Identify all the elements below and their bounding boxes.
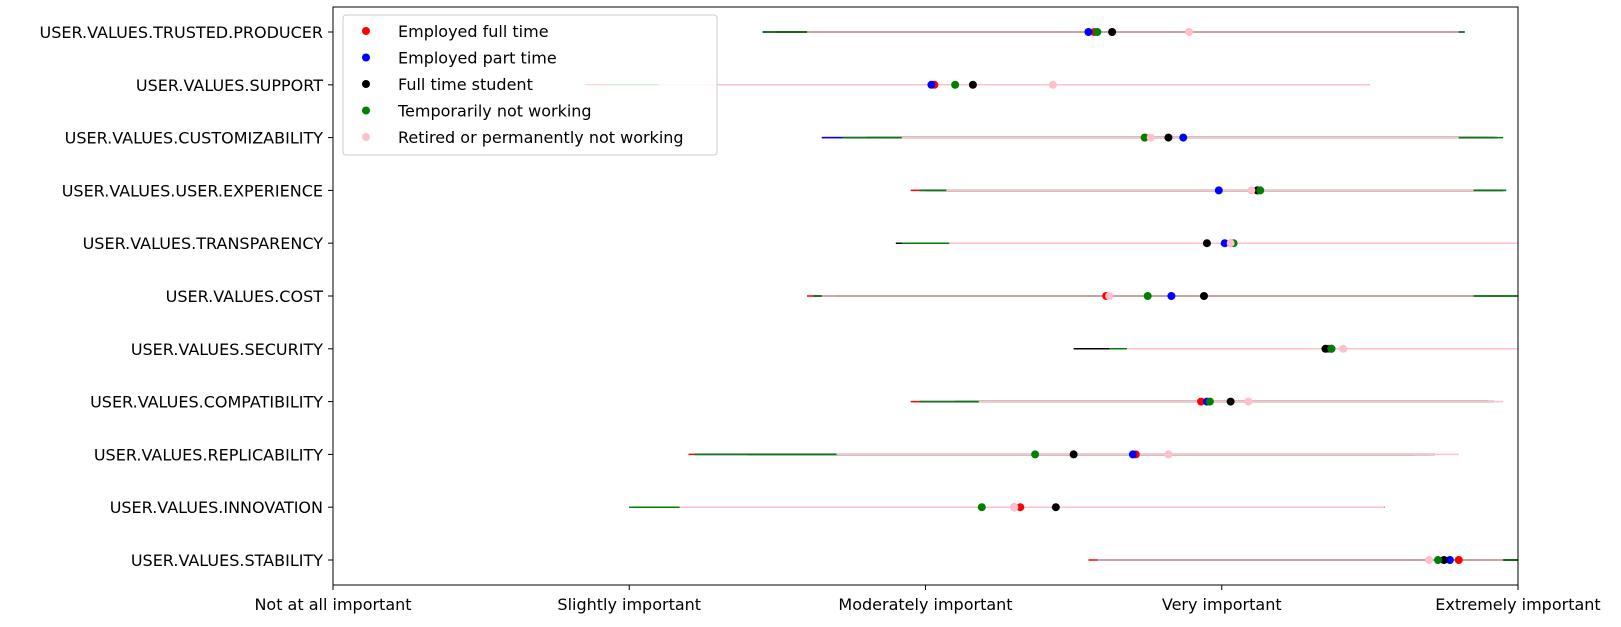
data-point — [1454, 556, 1463, 564]
data-point — [1425, 556, 1434, 564]
x-tick-label: Slightly important — [557, 595, 701, 614]
data-point — [1214, 186, 1223, 195]
x-axis: Not at all important Slightly important Mo… — [254, 585, 1601, 614]
data-point — [1140, 133, 1149, 142]
data-point — [951, 80, 960, 89]
data-point — [1434, 556, 1443, 564]
y-axis: USER.VALUES.TRUSTED.PRODUCER USER.VALUES.… — [40, 23, 333, 570]
data-point — [1146, 133, 1155, 142]
data-point — [1108, 28, 1117, 36]
data-point — [1179, 133, 1188, 142]
category-label: USER.VALUES.INNOVATION — [110, 498, 323, 517]
x-tick-label: Very important — [1162, 595, 1282, 614]
data-point — [1244, 397, 1253, 406]
data-point — [1439, 556, 1448, 564]
category-label: USER.VALUES.TRUSTED.PRODUCER — [40, 23, 324, 42]
data-point — [1016, 503, 1025, 512]
data-point — [1205, 397, 1214, 406]
category-label: USER.VALUES.USER.EXPERIENCE — [62, 181, 323, 200]
data-point — [1202, 239, 1211, 248]
data-point — [1321, 344, 1330, 353]
data-point — [1093, 28, 1102, 36]
data-point — [1167, 292, 1176, 300]
legend-label: Temporarily not working — [397, 102, 592, 121]
data-point — [1445, 556, 1454, 564]
data-point — [1247, 186, 1256, 195]
legend-box — [342, 14, 718, 156]
legend-label: Employed part time — [398, 49, 557, 68]
data-point — [1128, 450, 1137, 459]
x-tick-label: Not at all important — [254, 595, 411, 614]
data-point — [1048, 80, 1057, 89]
data-point — [1256, 186, 1265, 195]
legend-marker — [362, 133, 370, 141]
data-point — [1164, 133, 1173, 142]
data-point — [1084, 28, 1093, 36]
category-label: USER.VALUES.SUPPORT — [136, 76, 323, 95]
legend-label: Retired or permanently not working — [398, 128, 684, 147]
data-point — [1185, 28, 1194, 36]
category-label: USER.VALUES.REPLICABILITY — [94, 445, 323, 464]
legend-marker — [362, 106, 370, 115]
data-point — [1010, 503, 1019, 512]
data-point — [1105, 292, 1114, 300]
x-tick-label: Extremely important — [1435, 595, 1600, 614]
legend: Employed full time Employed part time Full… — [342, 14, 718, 156]
data-point — [1226, 239, 1235, 248]
data-point — [1197, 397, 1206, 406]
legend-label: Employed full time — [398, 22, 549, 41]
data-point — [1226, 397, 1235, 406]
data-point — [1164, 450, 1173, 459]
category-label: USER.VALUES.SECURITY — [131, 340, 323, 359]
data-point — [1031, 450, 1040, 459]
data-point — [977, 503, 986, 512]
legend-label: Full time student — [398, 75, 533, 94]
legend-marker — [362, 27, 370, 35]
category-label: USER.VALUES.COMPATIBILITY — [90, 393, 323, 412]
x-tick-label: Moderately important — [838, 595, 1012, 614]
data-point — [1199, 292, 1208, 300]
data-point — [1327, 344, 1336, 353]
category-label: USER.VALUES.CUSTOMIZABILITY — [65, 129, 324, 148]
category-label: USER.VALUES.COST — [166, 287, 324, 306]
legend-marker — [362, 53, 370, 62]
data-point — [1051, 503, 1060, 512]
data-point — [1069, 450, 1078, 459]
data-point — [968, 80, 977, 89]
legend-marker — [362, 80, 370, 88]
data-point — [927, 80, 936, 89]
data-point — [1220, 239, 1229, 248]
category-label: USER.VALUES.TRANSPARENCY — [83, 234, 324, 253]
data-point — [1339, 344, 1348, 353]
data-point — [1143, 292, 1152, 300]
category-label: USER.VALUES.STABILITY — [131, 551, 323, 570]
